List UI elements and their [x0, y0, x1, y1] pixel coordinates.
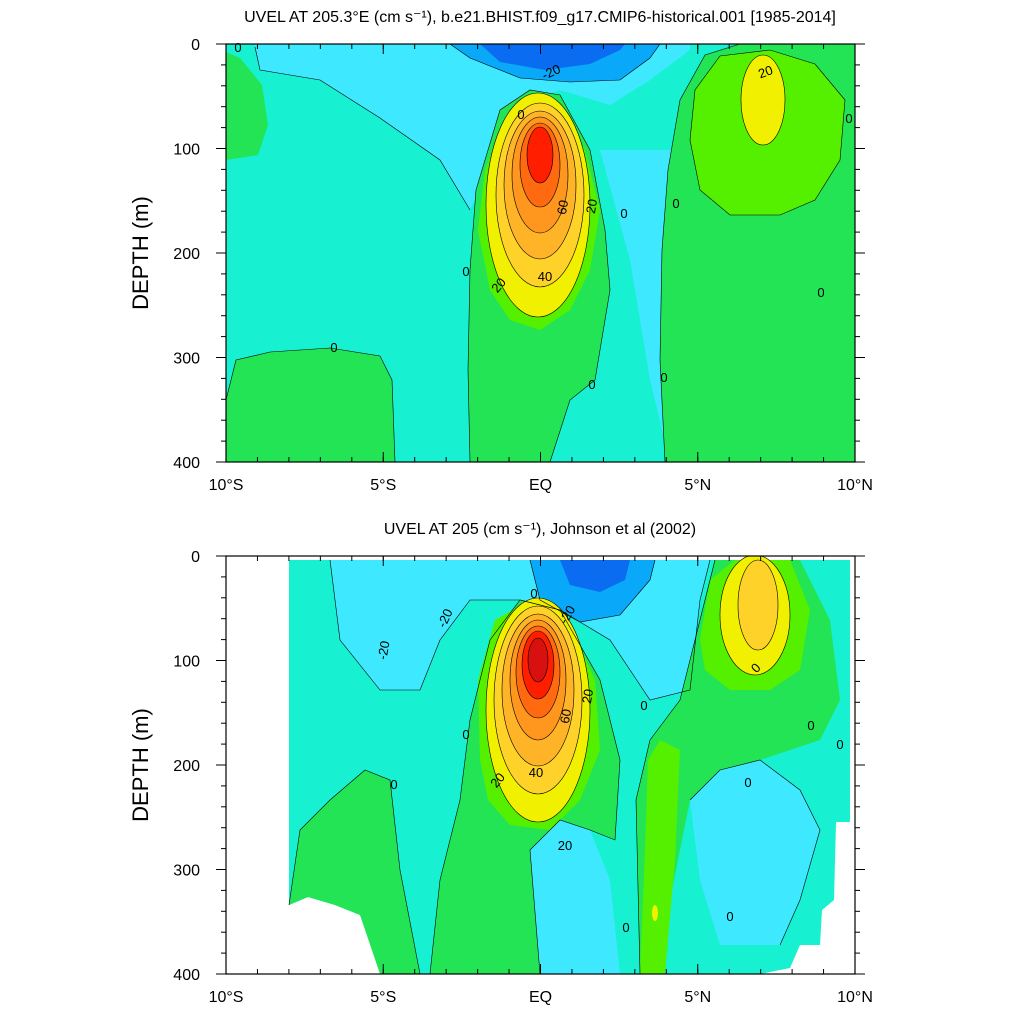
top-x-tick-label: EQ — [529, 477, 552, 494]
bottom-contour-fill-90 — [528, 638, 548, 682]
bottom-x-axis: 10°S 5°S EQ 5°N 10°N — [209, 556, 873, 1006]
bottom-contour-fill-n10c — [690, 760, 820, 945]
bottom-contour-label: 20 — [579, 688, 596, 705]
top-x-tick-label: 10°N — [837, 477, 873, 494]
bottom-y-axis-label: DEPTH (m) — [128, 708, 153, 822]
top-panel: UVEL AT 205.3°E (cm s⁻¹), b.e21.BHIST.f0… — [128, 9, 873, 494]
top-contour-label: 0 — [462, 264, 469, 279]
bottom-panel: UVEL AT 205 (cm s⁻¹), Johnson et al (200… — [128, 521, 873, 1006]
top-contour-fill-n10 — [255, 44, 690, 210]
bottom-contour-label: 20 — [558, 838, 572, 853]
top-x-tick-label: 5°N — [684, 477, 711, 494]
bottom-contour-fill-40b — [738, 560, 778, 650]
top-y-tick-label: 400 — [173, 455, 200, 472]
bottom-contour-label: 40 — [529, 765, 543, 780]
bottom-contour-fill-20b — [640, 740, 680, 974]
bottom-y-tick-label: 0 — [191, 549, 200, 566]
bottom-small-yellow-patch — [652, 905, 658, 921]
bottom-contour-label: 0 — [836, 737, 843, 752]
top-contour-fill-80 — [527, 127, 553, 183]
bottom-x-tick-label: 5°N — [684, 989, 711, 1006]
top-contour-label: 0 — [817, 285, 824, 300]
bottom-plot-area — [226, 556, 855, 974]
top-plot-area — [226, 44, 855, 462]
top-contour-fill-10b — [226, 348, 395, 462]
bottom-y-tick-label: 300 — [173, 863, 200, 880]
top-x-axis: 10°S 5°S EQ 5°N 10°N — [209, 44, 873, 494]
bottom-x-tick-label: EQ — [529, 989, 552, 1006]
bottom-contour-lines — [288, 556, 821, 974]
top-contour-label: 0 — [234, 40, 241, 55]
bottom-contour-fill-10a — [289, 770, 420, 974]
top-contour-label: 0 — [517, 107, 524, 122]
top-contour-label: 0 — [330, 340, 337, 355]
bottom-contour-fill-n10b — [530, 820, 620, 974]
top-contour-label: 0 — [588, 377, 595, 392]
bottom-contour-label: 0 — [807, 718, 814, 733]
top-x-tick-label: 5°S — [370, 477, 396, 494]
top-y-axis-label: DEPTH (m) — [128, 196, 153, 310]
bottom-contour-label: 0 — [744, 775, 751, 790]
bottom-contour-label: 0 — [530, 586, 537, 601]
top-contour-fill-10a — [226, 52, 268, 160]
top-contour-lines — [226, 44, 846, 462]
top-contour-fill-n30 — [480, 44, 625, 70]
top-y-tick-label: 200 — [173, 246, 200, 263]
top-contour-label: 40 — [538, 269, 552, 284]
bottom-contour-label: 0 — [640, 698, 647, 713]
bottom-contour-label: 0 — [726, 909, 733, 924]
bottom-panel-title: UVEL AT 205 (cm s⁻¹), Johnson et al (200… — [384, 521, 696, 538]
top-contour-label: 0 — [672, 196, 679, 211]
top-y-tick-label: 0 — [191, 37, 200, 54]
bottom-contour-label: 0 — [622, 920, 629, 935]
bottom-contour-label: -20 — [375, 640, 393, 661]
top-y-tick-label: 100 — [173, 142, 200, 159]
bottom-x-tick-label: 5°S — [370, 989, 396, 1006]
top-contour-label: 0 — [620, 206, 627, 221]
top-contour-label: 0 — [845, 111, 852, 126]
top-contour-label: 20 — [583, 198, 600, 215]
bottom-contour-label: -20 — [434, 606, 456, 629]
top-panel-title: UVEL AT 205.3°E (cm s⁻¹), b.e21.BHIST.f0… — [244, 9, 836, 26]
bottom-x-tick-label: 10°S — [209, 989, 244, 1006]
bottom-contour-label: 0 — [390, 777, 397, 792]
bottom-contour-fill-n30 — [560, 560, 630, 592]
top-x-tick-label: 10°S — [209, 477, 244, 494]
bottom-y-tick-label: 400 — [173, 967, 200, 984]
bottom-contour-label: 60 — [557, 708, 574, 725]
top-contour-label: 20 — [756, 62, 775, 81]
bottom-y-tick-label: 200 — [173, 758, 200, 775]
bottom-y-tick-label: 100 — [173, 654, 200, 671]
top-contour-label: 60 — [554, 199, 571, 216]
top-contour-fill-30b — [741, 55, 785, 145]
bottom-contour-label: 0 — [462, 727, 469, 742]
bottom-x-tick-label: 10°N — [837, 989, 873, 1006]
top-y-tick-label: 300 — [173, 351, 200, 368]
top-contour-label: -20 — [539, 61, 562, 83]
top-contour-label: 0 — [660, 370, 667, 385]
